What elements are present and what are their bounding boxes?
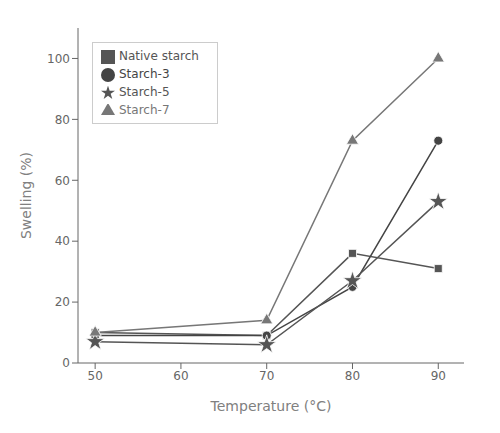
svg-text:80: 80	[345, 369, 360, 383]
svg-text:90: 90	[431, 369, 446, 383]
svg-text:0: 0	[62, 356, 70, 370]
html-text:Native starch: Native starch	[119, 49, 199, 63]
svg-text:80: 80	[55, 113, 70, 127]
svg-text:70: 70	[259, 369, 274, 383]
html-text:Starch-3: Starch-3	[119, 67, 170, 81]
svg-text:20: 20	[55, 295, 70, 309]
html-text:Starch-7: Starch-7	[119, 103, 170, 117]
svg-text:Temperature (°C): Temperature (°C)	[210, 398, 332, 414]
html-text:Starch-5: Starch-5	[119, 85, 170, 99]
svg-text:60: 60	[55, 174, 70, 188]
svg-text:100: 100	[47, 52, 70, 66]
svg-text:Swelling (%): Swelling (%)	[18, 152, 34, 239]
svg-text:40: 40	[55, 234, 70, 248]
svg-text:60: 60	[173, 369, 188, 383]
svg-text:50: 50	[88, 369, 103, 383]
